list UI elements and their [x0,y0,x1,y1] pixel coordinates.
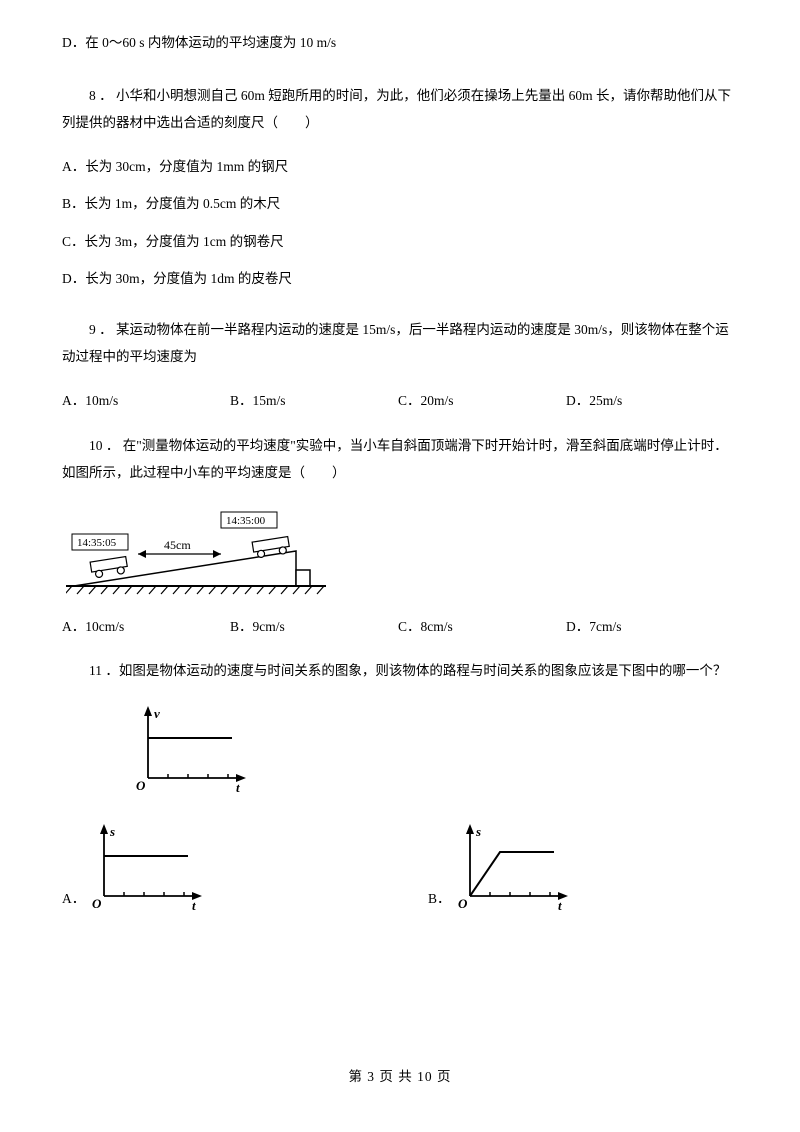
q10-opt-b: B．9cm/s [230,616,398,638]
q10-stem: 10 ． 在"测量物体运动的平均速度"实验中，当小车自斜面顶端滑下时开始计时，滑… [62,432,738,486]
q11-opt-b-label: B． [428,888,448,913]
q10-num: 10 [89,438,103,453]
axis-t: t [236,780,240,794]
svg-text:O: O [458,896,468,911]
q9-num: 9 [89,322,96,337]
q11-text: ．如图是物体运动的速度与时间关系的图象，则该物体的路程与时间关系的图象应该是下图… [105,663,726,678]
q9-opt-c: C．20m/s [398,390,566,412]
q10-options: A．10cm/s B．9cm/s C．8cm/s D．7cm/s [62,616,738,638]
q10-opt-a: A．10cm/s [62,616,230,638]
svg-text:s: s [475,824,481,839]
q11-v-chart: v t O [132,704,738,794]
q11-stem: 11 ．如图是物体运动的速度与时间关系的图象，则该物体的路程与时间关系的图象应该… [62,657,738,684]
q9-options: A．10m/s B．15m/s C．20m/s D．25m/s [62,390,738,412]
q9-opt-b: B．15m/s [230,390,398,412]
svg-text:s: s [109,824,115,839]
q8-stem: 8 ． 小华和小明想测自己 60m 短跑所用的时间，为此，他们必须在操场上先量出… [62,82,738,136]
svg-text:O: O [92,896,102,911]
distance-label: 45cm [164,538,191,552]
axis-o: O [136,778,146,793]
q8-opt-c: C．长为 3m，分度值为 1cm 的钢卷尺 [62,231,738,253]
q11-options-row: A． s t O B． [62,822,738,912]
q10-text: ． 在"测量物体运动的平均速度"实验中，当小车自斜面顶端滑下时开始计时，滑至斜面… [62,438,728,480]
q11-opt-a-label: A． [62,888,82,913]
q7-option-d: D．在 0～60 s 内物体运动的平均速度为 10 m/s [62,32,738,54]
ramp-diagram: 14:35:05 14:35:00 45cm [66,506,738,596]
q9-opt-a: A．10m/s [62,390,230,412]
q9-text: ． 某运动物体在前一半路程内运动的速度是 15m/s，后一半路程内运动的速度是 … [62,322,729,364]
q8-opt-d: D．长为 30m，分度值为 1dm 的皮卷尺 [62,268,738,290]
svg-text:t: t [192,898,196,912]
page-footer: 第 3 页 共 10 页 [0,1066,800,1088]
q10-opt-d: D．7cm/s [566,616,734,638]
q9-opt-d: D．25m/s [566,390,734,412]
svg-text:t: t [558,898,562,912]
time-label-1: 14:35:05 [77,537,117,549]
time-label-2: 14:35:00 [226,515,266,527]
q8-opt-b: B．长为 1m，分度值为 0.5cm 的木尺 [62,193,738,215]
q11-num: 11 [89,663,102,678]
q8-num: 8 [89,88,96,103]
q11-chart-b: s t O [454,822,574,912]
axis-v: v [154,706,160,721]
q10-opt-c: C．8cm/s [398,616,566,638]
q8-text: ． 小华和小明想测自己 60m 短跑所用的时间，为此，他们必须在操场上先量出 6… [62,88,731,130]
q9-stem: 9 ． 某运动物体在前一半路程内运动的速度是 15m/s，后一半路程内运动的速度… [62,316,738,370]
q11-chart-a: s t O [88,822,208,912]
q8-opt-a: A．长为 30cm，分度值为 1mm 的钢尺 [62,156,738,178]
